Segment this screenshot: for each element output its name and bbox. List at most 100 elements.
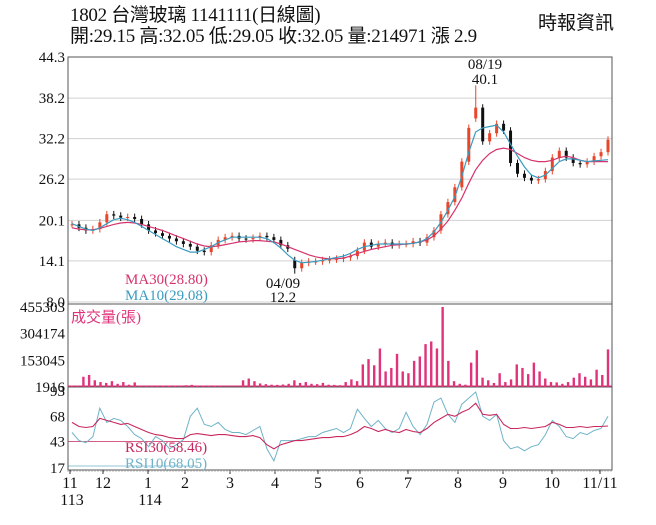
volume-bar xyxy=(407,373,410,387)
candle-body xyxy=(293,260,297,269)
candle-body xyxy=(502,123,506,131)
rsi30-line xyxy=(71,402,609,450)
x-tick-label: 11/11 xyxy=(582,475,617,492)
candle-body xyxy=(195,246,199,251)
candle-body xyxy=(383,242,387,244)
volume-bar xyxy=(241,380,245,387)
volume-bar xyxy=(162,386,165,387)
ma10-legend: MA10(29.08) xyxy=(125,288,208,304)
candle-body xyxy=(279,239,283,246)
volume-bar xyxy=(601,374,604,387)
price-tick-label: 38.2 xyxy=(39,91,65,107)
x-tick-label: 10 xyxy=(544,475,560,492)
volume-bar xyxy=(378,348,382,387)
volume-bar xyxy=(452,381,456,387)
candle-body xyxy=(174,238,178,242)
candle-body xyxy=(272,237,276,240)
candle-body xyxy=(98,222,102,230)
candle-body xyxy=(516,162,520,174)
volume-bar xyxy=(156,386,159,387)
volume-bar xyxy=(521,367,524,387)
volume-bar xyxy=(418,356,422,387)
candle-body xyxy=(251,237,255,240)
candle-body xyxy=(328,259,332,261)
candle-body xyxy=(348,256,352,258)
volume-bar xyxy=(173,386,176,387)
candle-body xyxy=(202,250,206,253)
volume-bar xyxy=(498,373,501,387)
volume-bar xyxy=(412,360,416,387)
volume-bar xyxy=(150,386,154,387)
candle-body xyxy=(488,133,492,142)
candle-body xyxy=(571,157,575,163)
volume-bar xyxy=(70,386,74,387)
high-date-label: 08/19 xyxy=(468,57,502,73)
volume-bar xyxy=(481,377,484,387)
x-tick-label: 1 xyxy=(144,475,152,492)
x-tick-label: 8 xyxy=(454,475,462,492)
price-tick-label: 44.3 xyxy=(39,50,65,66)
price-tick-label: 26.2 xyxy=(39,172,65,188)
volume-bar xyxy=(287,383,290,387)
chart-title: 1802 台灣玻璃 1141111(日線圖) xyxy=(70,5,321,26)
candle-body xyxy=(550,157,554,172)
candle-body xyxy=(522,173,526,178)
candle-body xyxy=(147,224,151,231)
candle-body xyxy=(481,107,485,142)
volume-bar xyxy=(589,379,593,387)
candle-body xyxy=(300,262,304,269)
volume-bar xyxy=(458,383,461,387)
volume-bar xyxy=(384,371,387,387)
volume-bar xyxy=(487,380,490,387)
volume-title: 成交量(張) xyxy=(71,308,141,326)
candle-body xyxy=(369,242,373,247)
candle-body xyxy=(529,177,533,181)
volume-bar xyxy=(293,380,296,387)
candle-body xyxy=(606,139,610,153)
volume-bar xyxy=(122,382,125,387)
volume-bar xyxy=(93,380,97,387)
grid-lines xyxy=(68,56,612,467)
candle-body xyxy=(411,241,415,244)
volume-bar xyxy=(298,382,302,387)
ma10-line xyxy=(71,124,609,264)
candle-body xyxy=(112,214,116,216)
x-year-label: 114 xyxy=(138,492,161,509)
volume-bar xyxy=(561,383,564,387)
candle-body xyxy=(474,107,478,119)
ma30-line xyxy=(71,147,608,260)
candle-body xyxy=(119,215,123,218)
volume-bar xyxy=(361,364,365,387)
candle-body xyxy=(495,123,499,134)
candle-body xyxy=(265,235,269,238)
volume-bar xyxy=(424,344,427,387)
price-tick-label: 8.0 xyxy=(46,295,65,311)
volume-bar xyxy=(344,382,347,387)
candle-body xyxy=(557,150,561,158)
candle-body xyxy=(564,150,568,158)
candle-body xyxy=(223,237,227,240)
x-tick-label: 7 xyxy=(404,475,412,492)
panel-frames xyxy=(67,56,613,471)
volume-tick-label: 455303 xyxy=(20,300,65,316)
volume-bar xyxy=(430,341,433,387)
volume-panel xyxy=(67,303,613,388)
volume-tick-label: 153045 xyxy=(20,353,65,369)
volume-bar xyxy=(390,367,393,387)
candle-body xyxy=(188,243,192,247)
candle-body xyxy=(376,243,380,247)
volume-bar xyxy=(475,350,479,387)
volume-bar xyxy=(247,378,250,387)
volume-bar xyxy=(116,383,119,387)
volume-bar xyxy=(555,382,558,387)
candle-body xyxy=(209,245,213,253)
volume-tick-label: 1916 xyxy=(35,380,66,396)
volume-bar xyxy=(310,383,313,387)
x-tick-label: 12 xyxy=(95,475,111,492)
volume-bar xyxy=(321,382,325,387)
candle-body xyxy=(105,214,109,223)
